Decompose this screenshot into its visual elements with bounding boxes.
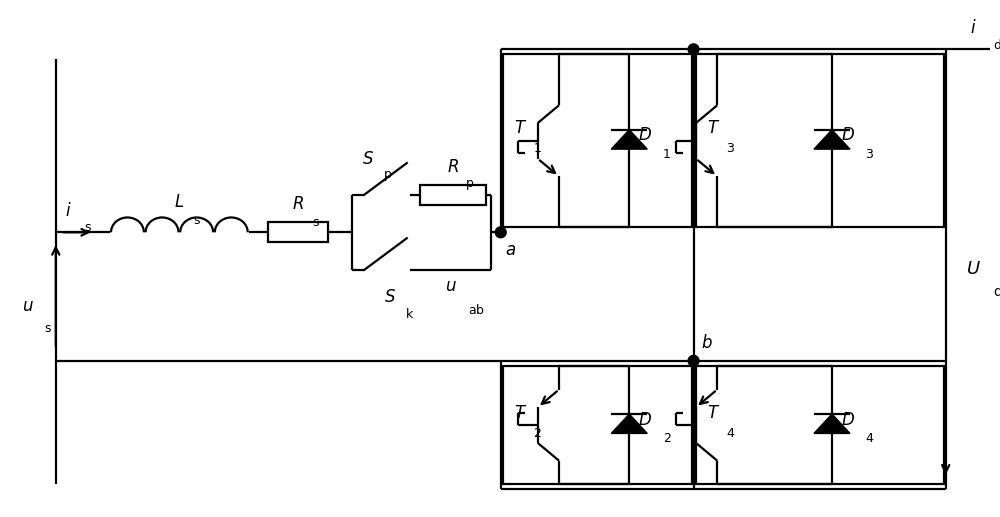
Text: $\rm{4}$: $\rm{4}$	[726, 427, 735, 439]
Polygon shape	[611, 414, 647, 433]
Text: $D$: $D$	[638, 412, 652, 429]
Text: $S$: $S$	[362, 150, 374, 168]
Text: $\rm{4}$: $\rm{4}$	[865, 432, 874, 446]
Text: $\rm{d}$: $\rm{d}$	[993, 38, 1000, 52]
Text: $\rm{p}$: $\rm{p}$	[465, 178, 474, 192]
Bar	[696, 54, 944, 227]
Text: $\rm{1}$: $\rm{1}$	[662, 148, 671, 161]
Text: $\rm{3}$: $\rm{3}$	[726, 142, 735, 155]
Text: $U$: $U$	[966, 261, 981, 278]
Text: $\rm{2}$: $\rm{2}$	[663, 432, 671, 446]
Bar	[503, 54, 692, 227]
Text: $i$: $i$	[65, 202, 72, 220]
Text: $D$: $D$	[638, 127, 652, 144]
Text: $\rm{p}$: $\rm{p}$	[383, 169, 393, 183]
Text: $R$: $R$	[447, 159, 459, 176]
Circle shape	[688, 355, 699, 366]
Bar	[268, 222, 328, 242]
Text: $\rm{d}$: $\rm{d}$	[993, 284, 1000, 299]
Text: $\rm{s}$: $\rm{s}$	[312, 216, 320, 229]
Text: $R$: $R$	[292, 196, 304, 213]
Text: $u$: $u$	[445, 278, 457, 295]
Text: $\rm{1}$: $\rm{1}$	[533, 142, 542, 155]
Text: $T$: $T$	[514, 120, 527, 138]
Text: $\rm{3}$: $\rm{3}$	[865, 148, 874, 161]
Text: $T$: $T$	[707, 120, 720, 138]
Polygon shape	[814, 130, 850, 149]
Text: $T$: $T$	[707, 405, 720, 422]
Text: $D$: $D$	[841, 412, 855, 429]
Circle shape	[688, 44, 699, 55]
Text: $u$: $u$	[22, 298, 34, 315]
Text: $b$: $b$	[701, 334, 713, 352]
Text: $\rm{ab}$: $\rm{ab}$	[468, 303, 484, 317]
Text: $\rm{s}$: $\rm{s}$	[84, 221, 92, 234]
Bar	[503, 366, 692, 484]
Text: $S$: $S$	[384, 289, 396, 306]
Circle shape	[495, 227, 506, 238]
Polygon shape	[814, 414, 850, 433]
Text: $L$: $L$	[174, 194, 185, 211]
Text: $\rm{k}$: $\rm{k}$	[405, 308, 414, 322]
Text: $\rm{2}$: $\rm{2}$	[533, 427, 542, 439]
Text: $\rm{s}$: $\rm{s}$	[44, 322, 52, 334]
Text: $\rm{s}$: $\rm{s}$	[193, 214, 201, 227]
Polygon shape	[611, 130, 647, 149]
Text: $i$: $i$	[970, 19, 977, 37]
Bar	[420, 185, 486, 205]
Text: $D$: $D$	[841, 127, 855, 144]
Text: $a$: $a$	[505, 241, 516, 258]
Text: $T$: $T$	[514, 405, 527, 422]
Bar	[696, 366, 944, 484]
